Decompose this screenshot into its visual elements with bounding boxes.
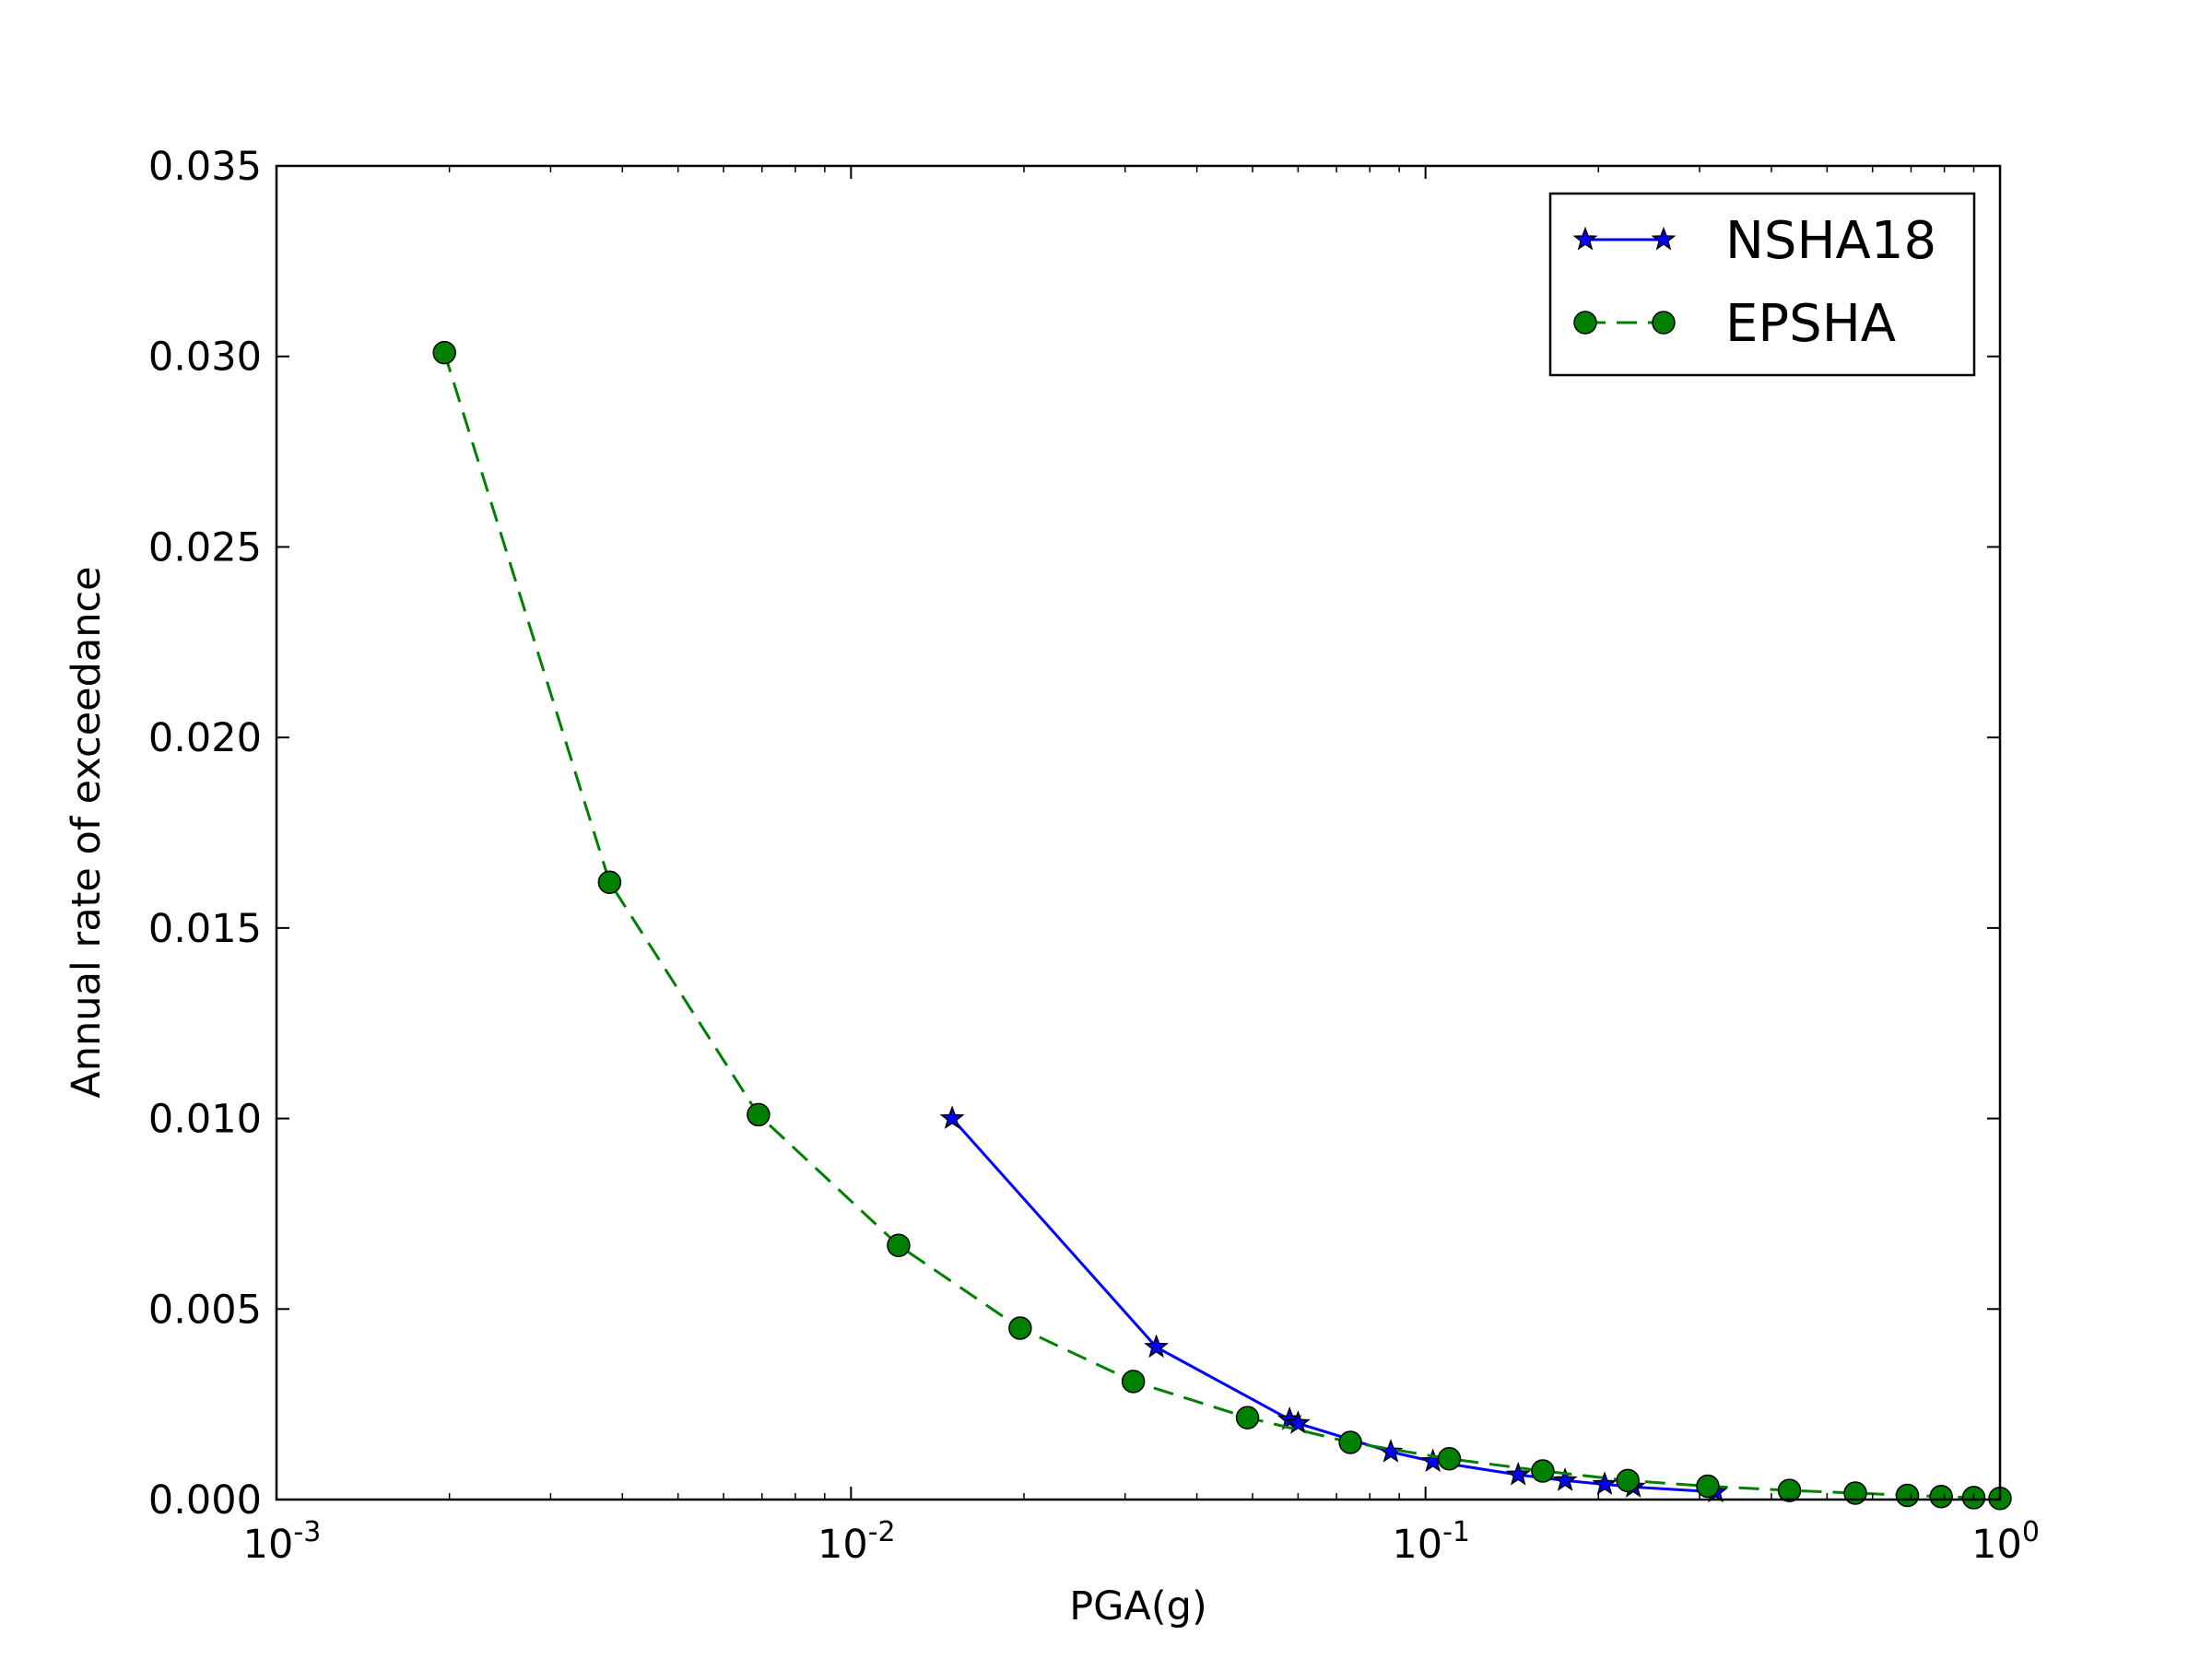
legend: NSHA18 EPSHA xyxy=(1548,192,1976,377)
data-point-nsha18 xyxy=(1144,1334,1170,1359)
y-tick-label: 0.030 xyxy=(148,335,262,381)
y-tick-label: 0.020 xyxy=(148,715,262,761)
legend-marker-epsha xyxy=(1573,311,1597,335)
data-point-epsha xyxy=(1531,1459,1555,1483)
data-point-epsha xyxy=(1437,1447,1462,1471)
legend-marker-nsha18 xyxy=(1572,226,1598,251)
legend-label-epsha: EPSHA xyxy=(1725,294,1896,354)
data-point-nsha18 xyxy=(1285,1410,1311,1434)
series-layer xyxy=(432,340,2012,1511)
y-tick-label: 0.035 xyxy=(148,144,262,190)
data-point-nsha18 xyxy=(1505,1461,1531,1486)
x-tick-label: 100 xyxy=(1971,1516,2040,1568)
data-point-nsha18 xyxy=(939,1105,965,1130)
x-axis-label: PGA(g) xyxy=(1069,1583,1207,1630)
x-tick-label: 10-1 xyxy=(1392,1516,1470,1568)
data-point-epsha xyxy=(1008,1316,1032,1340)
data-point-epsha xyxy=(1121,1370,1146,1394)
y-tick-label: 0.010 xyxy=(148,1097,262,1143)
data-point-epsha xyxy=(597,870,622,894)
data-point-epsha xyxy=(1338,1430,1362,1454)
data-point-epsha xyxy=(1696,1474,1720,1499)
x-tick-label: 10-2 xyxy=(818,1516,896,1568)
axes-frame xyxy=(275,164,2002,1501)
data-point-epsha xyxy=(1843,1481,1867,1505)
data-point-epsha xyxy=(747,1102,771,1127)
data-point-epsha xyxy=(887,1233,911,1257)
y-tick-label: 0.015 xyxy=(148,906,262,952)
y-axis-label: Annual rate of exceedance xyxy=(64,566,110,1098)
data-point-epsha xyxy=(1895,1483,1920,1508)
y-tick-label: 0.000 xyxy=(148,1477,262,1524)
legend-label-nsha18: NSHA18 xyxy=(1725,211,1936,271)
legend-marker-epsha xyxy=(1652,311,1676,335)
data-point-nsha18 xyxy=(1592,1471,1618,1495)
data-point-epsha xyxy=(1777,1478,1802,1502)
ticks-layer: 0.000 0.005 0.010 0.015 0.020 0.025 0.030 0.035… xyxy=(148,144,2040,1568)
data-point-epsha xyxy=(432,340,456,365)
legend-box xyxy=(1548,192,1976,377)
x-tick-label: 10-3 xyxy=(243,1516,322,1568)
y-tick-label: 0.025 xyxy=(148,524,262,571)
data-point-epsha xyxy=(1235,1406,1260,1430)
data-point-epsha xyxy=(1616,1468,1640,1493)
data-point-epsha xyxy=(1929,1484,1953,1509)
plot-area xyxy=(276,166,2000,1500)
legend-marker-nsha18 xyxy=(1651,226,1677,251)
data-point-nsha18 xyxy=(1552,1467,1578,1491)
y-tick-label: 0.005 xyxy=(148,1287,262,1333)
